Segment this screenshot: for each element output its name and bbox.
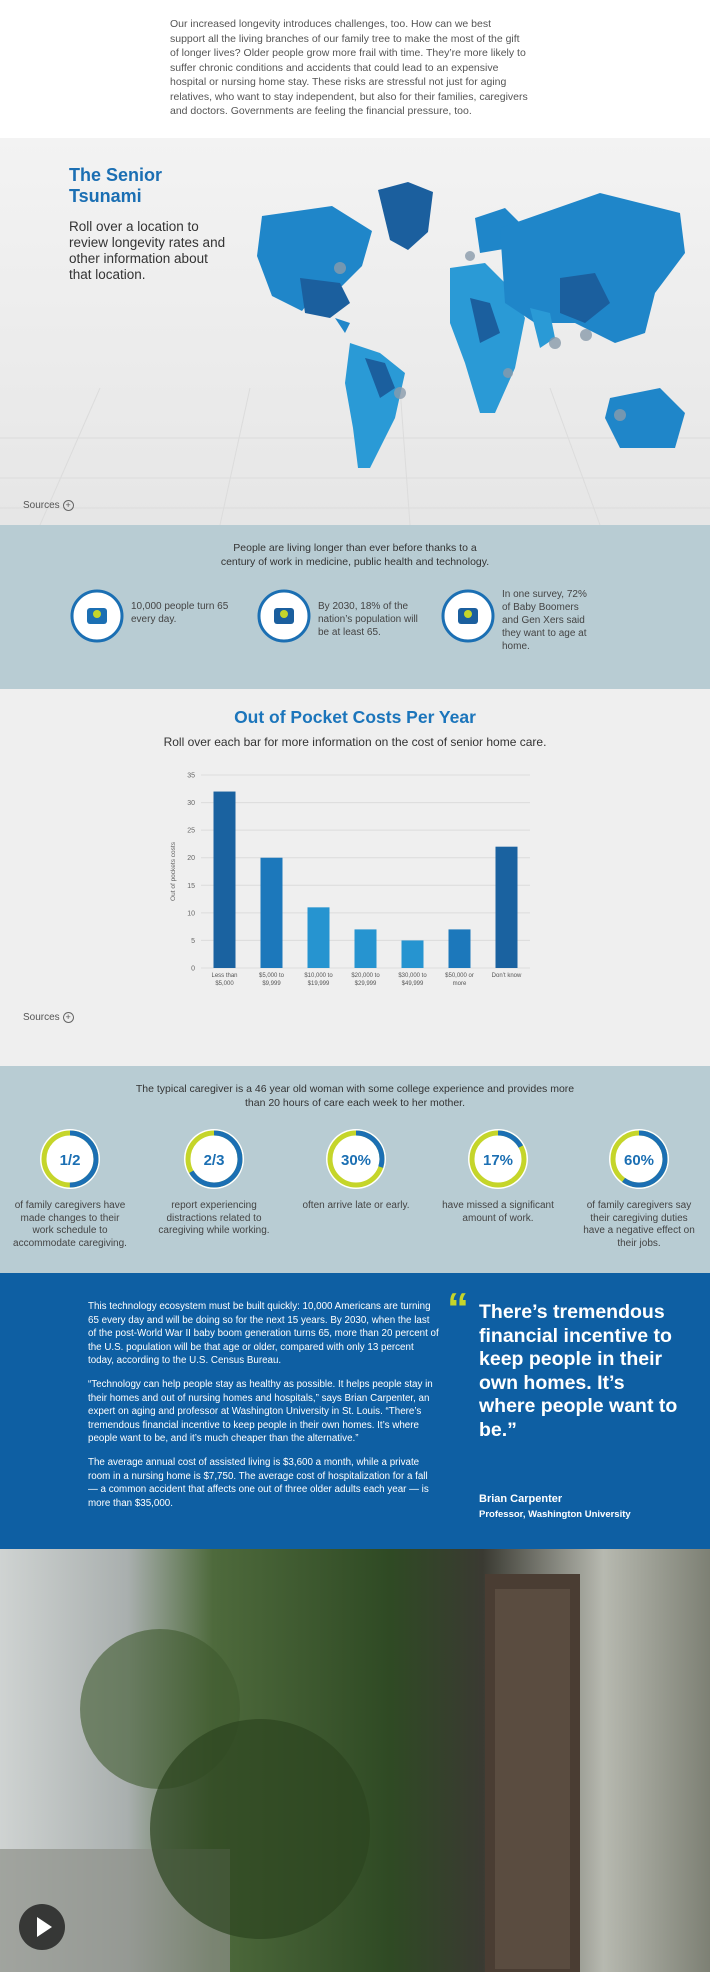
- caregiver-section: The typical caregiver is a 46 year old w…: [0, 1066, 710, 1273]
- play-icon: [37, 1917, 52, 1937]
- map-title: The Senior Tsunami: [69, 165, 163, 206]
- map-text: Roll over a location to review longevity…: [69, 219, 226, 282]
- y-tick-label: 10: [187, 910, 195, 917]
- ring-bg: [184, 1129, 244, 1189]
- ring-caption: of family caregivers say their caregivin…: [583, 1200, 695, 1249]
- x-tick-label: $20,000 to $29,999: [351, 973, 380, 987]
- article-paragraph: This technology ecosystem must be built …: [88, 1301, 439, 1367]
- ring-caption: of family caregivers have made changes t…: [13, 1200, 127, 1249]
- bar: [401, 940, 424, 968]
- y-axis-label: Out of pockets costs: [170, 841, 177, 901]
- plus-icon: +: [62, 1012, 74, 1023]
- map-sources[interactable]: Sources +: [23, 500, 74, 511]
- ring-bg: [468, 1129, 528, 1189]
- x-tick-label: $30,000 to $49,999: [398, 973, 427, 987]
- y-tick-label: 15: [187, 883, 195, 890]
- stat-text: 10,000 people turn 65 every day.: [131, 601, 229, 625]
- grid-bg: [0, 182, 710, 525]
- ring-label: 17%: [483, 1152, 513, 1169]
- chart-subtitle: Roll over each bar for more information …: [163, 735, 547, 749]
- chart-sources[interactable]: Sources +: [23, 1012, 74, 1023]
- ring-bg: [40, 1129, 100, 1189]
- sources-label: Sources: [23, 1012, 60, 1023]
- ring-label: 30%: [341, 1152, 371, 1169]
- ring-bg: [326, 1129, 386, 1189]
- chart-title: Out of Pocket Costs Per Year: [234, 707, 476, 727]
- stat-icon: [441, 589, 495, 643]
- y-tick-label: 35: [187, 773, 195, 780]
- x-tick-label: $50,000 or more: [445, 973, 474, 987]
- x-tick-label: $5,000 to $9,999: [258, 973, 285, 987]
- icon-accent: [464, 610, 472, 618]
- plus-icon: +: [62, 500, 74, 511]
- chart-section: Out of Pocket Costs Per Year Roll over e…: [0, 689, 710, 1066]
- x-tick-label: Less than $5,000: [211, 973, 238, 987]
- x-tick-label: Don’t know: [491, 973, 522, 979]
- x-tick-label: $10,000 to $19,999: [304, 973, 333, 987]
- world-map[interactable]: [257, 182, 685, 468]
- stat-ring: 1/2: [40, 1129, 100, 1189]
- stat-ring: 17%: [468, 1129, 528, 1189]
- video-still: [0, 1549, 710, 1972]
- pull-quote: There’s tremendous financial incentive t…: [479, 1301, 678, 1441]
- ring-arc: [327, 1130, 385, 1188]
- ring-caption: often arrive late or early.: [302, 1200, 410, 1211]
- stats-intro: People are living longer than ever befor…: [220, 542, 490, 568]
- bar: [213, 791, 236, 968]
- article-paragraph: “Technology can help people stay as heal…: [88, 1378, 433, 1445]
- ring-arc: [185, 1130, 243, 1188]
- quote-author-title: Professor, Washington University: [479, 1509, 631, 1520]
- ring-arc: [610, 1130, 668, 1188]
- sources-label: Sources: [23, 500, 60, 511]
- stat-icon: [257, 589, 311, 643]
- stat-icon: [70, 589, 124, 643]
- bar: [354, 929, 377, 968]
- quote-mark: “: [447, 1284, 469, 1333]
- y-tick-label: 5: [191, 938, 195, 945]
- icon-accent: [93, 610, 101, 618]
- bar-chart: 0 5 10 15 20 25 30 35 Out of pockets costs: [170, 773, 530, 973]
- bar: [495, 846, 518, 968]
- y-tick-label: 30: [187, 800, 195, 807]
- stats-section: People are living longer than ever befor…: [0, 525, 710, 689]
- stat-text: In one survey, 72% of Baby Boomers and G…: [502, 589, 587, 652]
- map-section: The Senior Tsunami Roll over a location …: [0, 138, 710, 525]
- play-button[interactable]: [19, 1904, 65, 1950]
- photo-shapes: [0, 1574, 580, 1972]
- y-tick-label: 25: [187, 828, 195, 835]
- ring-bg: [609, 1129, 669, 1189]
- y-tick-label: 0: [191, 966, 195, 973]
- ring-label: 60%: [624, 1152, 654, 1169]
- ring-caption: have missed a significant amount of work…: [442, 1200, 554, 1224]
- bar: [448, 929, 471, 968]
- ring-label: 1/2: [60, 1152, 81, 1169]
- stat-ring: 30%: [326, 1129, 386, 1189]
- article-section: This technology ecosystem must be built …: [0, 1273, 710, 1549]
- icon-accent: [280, 610, 288, 618]
- ring-caption: report experiencing distractions related…: [158, 1200, 270, 1236]
- bar: [260, 857, 283, 968]
- quote-author: Brian Carpenter: [479, 1493, 563, 1505]
- article-text: This technology ecosystem must be built …: [88, 1300, 440, 1520]
- ring-label: 2/3: [204, 1152, 225, 1169]
- ring-arc: [41, 1130, 99, 1188]
- caregiver-intro: The typical caregiver is a 46 year old w…: [135, 1083, 575, 1109]
- intro-text: Our increased longevity introduces chall…: [170, 18, 528, 117]
- stat-text: By 2030, 18% of the nation’s population …: [318, 601, 418, 638]
- stat-ring: 2/3: [184, 1129, 244, 1189]
- y-tick-label: 20: [187, 855, 195, 862]
- bar: [307, 907, 330, 968]
- article-paragraph: The average annual cost of assisted livi…: [88, 1456, 429, 1509]
- stat-ring: 60%: [609, 1129, 669, 1189]
- ring-arc: [469, 1130, 527, 1188]
